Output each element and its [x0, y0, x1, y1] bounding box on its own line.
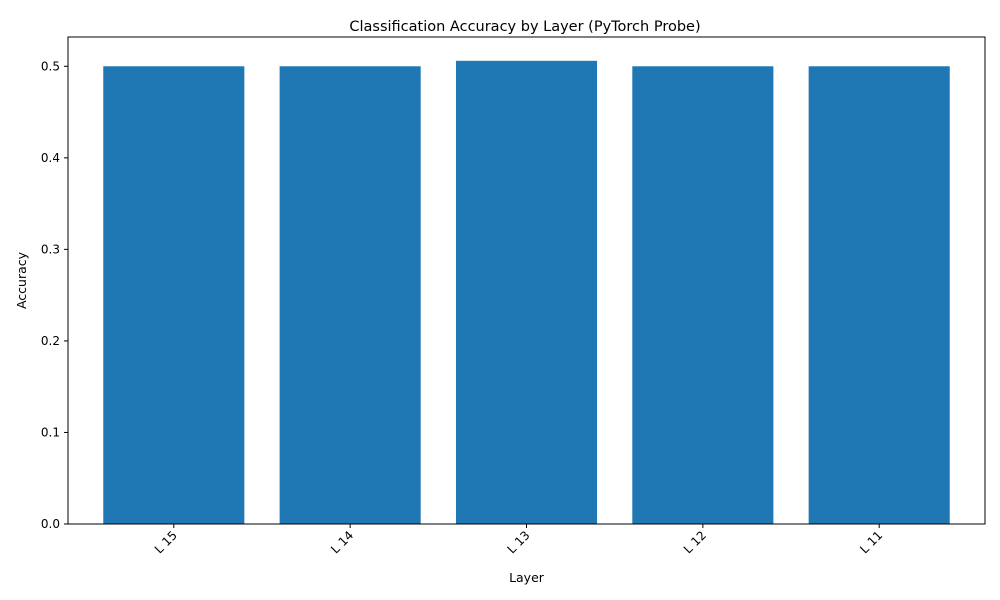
bar-l-13 — [455, 60, 598, 524]
y-axis: 0.0 0.1 0.2 0.3 0.4 0.5 — [41, 59, 68, 531]
x-axis-label: Layer — [509, 570, 545, 585]
y-tick-label: 0.5 — [41, 59, 60, 73]
y-tick-label: 0.3 — [41, 242, 60, 256]
y-tick-label: 0.4 — [41, 151, 60, 165]
y-axis-label: Accuracy — [14, 251, 29, 309]
bar-l-15 — [103, 66, 245, 524]
x-tick-label: L 15 — [152, 528, 180, 556]
bar-l-11 — [808, 66, 950, 524]
bar-l-12 — [632, 66, 774, 524]
bars-group — [103, 60, 950, 524]
x-tick-label: L 12 — [681, 528, 709, 556]
chart-title: Classification Accuracy by Layer (PyTorc… — [349, 19, 700, 35]
x-tick-label: L 13 — [504, 528, 532, 556]
y-tick-label: 0.1 — [41, 425, 60, 439]
plot-frame — [67, 36, 986, 525]
x-tick-label: L 11 — [857, 528, 885, 556]
y-tick-label: 0.2 — [41, 334, 60, 348]
bar-l-14 — [279, 66, 421, 524]
x-axis: L 15 L 14 L 13 L 12 L 11 — [152, 524, 885, 556]
x-tick-label: L 14 — [328, 528, 356, 556]
y-tick-label: 0.0 — [41, 517, 60, 531]
